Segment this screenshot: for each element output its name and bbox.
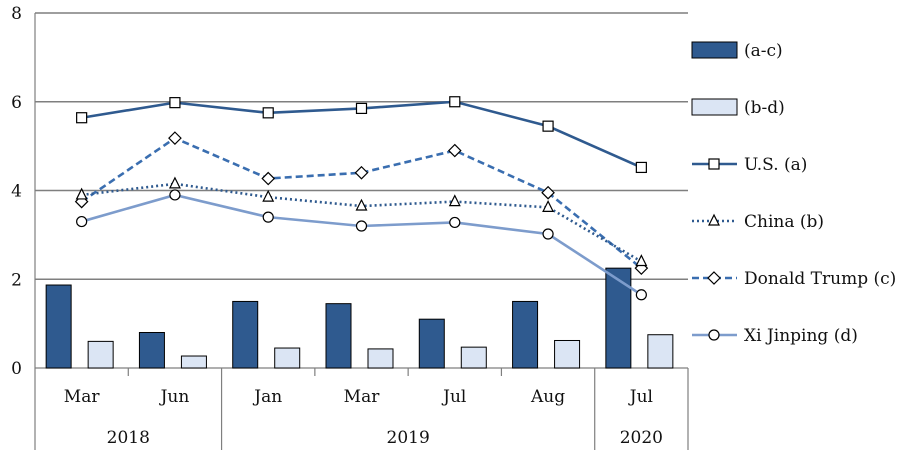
point-u-s-a <box>76 112 88 124</box>
legend-label-a-c: (a-c) <box>744 41 783 61</box>
legend-swatch-a-c <box>691 41 738 59</box>
point-donald-trump-c <box>541 185 555 200</box>
point-u-s-a <box>355 102 368 115</box>
y-tick-label-8: 8 <box>11 4 22 24</box>
bar-a-c <box>45 284 72 369</box>
point-u-s-a <box>635 161 647 174</box>
x-tick-label: Mar <box>64 387 101 407</box>
bar-b-d <box>87 340 114 369</box>
x-tick-label: Mar <box>344 387 381 407</box>
point-donald-trump-c <box>447 143 462 158</box>
point-xi-jinping-d <box>262 211 274 223</box>
year-label-2018: 2018 <box>107 428 150 448</box>
point-xi-jinping-d <box>355 220 368 232</box>
y-tick-label-4: 4 <box>11 182 22 202</box>
point-china-b <box>262 189 275 202</box>
bar-b-d <box>274 347 301 369</box>
bar-b-d <box>180 355 207 369</box>
point-china-b <box>448 194 461 207</box>
legend-label-china-b: China (b) <box>744 212 824 232</box>
bar-b-d <box>367 348 394 369</box>
year-label-2020: 2020 <box>620 428 663 448</box>
bar-a-c <box>138 332 165 369</box>
x-tick-label: Jul <box>441 387 466 407</box>
y-tick-label-0: 0 <box>11 359 22 379</box>
bar-b-d <box>647 334 674 369</box>
point-china-b <box>542 200 555 212</box>
point-u-s-a <box>542 120 554 132</box>
legend-label-u-s-a: U.S. (a) <box>744 155 807 175</box>
y-tick-label-2: 2 <box>11 270 22 290</box>
bar-a-c <box>512 300 539 369</box>
y-tick-label-6: 6 <box>11 93 22 113</box>
legend-label-donald-trump-c: Donald Trump (c) <box>744 269 896 289</box>
bar-a-c <box>418 318 445 369</box>
point-xi-jinping-d <box>449 216 461 229</box>
point-u-s-a <box>169 97 181 109</box>
point-china-b <box>75 187 88 200</box>
point-u-s-a <box>262 107 274 119</box>
legend-marker-donald-trump-c <box>707 271 721 285</box>
legend-marker-xi-jinping-d <box>708 329 720 341</box>
bar-a-c <box>605 267 632 369</box>
x-tick-label: Aug <box>530 387 565 407</box>
bar-b-d <box>554 339 581 369</box>
x-tick-label: Jan <box>252 387 282 407</box>
point-donald-trump-c <box>354 165 369 180</box>
legend-label-xi-jinping-d: Xi Jinping (d) <box>744 326 858 346</box>
bar-a-c <box>325 303 352 369</box>
point-xi-jinping-d <box>635 289 647 301</box>
point-u-s-a <box>449 96 461 108</box>
bar-b-d <box>460 346 487 369</box>
point-xi-jinping-d <box>542 228 554 240</box>
point-china-b <box>635 254 648 267</box>
year-label-2019: 2019 <box>387 428 430 448</box>
point-xi-jinping-d <box>76 215 88 228</box>
x-tick-label: Jun <box>159 387 190 407</box>
point-donald-trump-c <box>261 171 276 186</box>
point-donald-trump-c <box>168 131 182 145</box>
point-xi-jinping-d <box>169 189 181 201</box>
bar-a-c <box>232 300 259 369</box>
legend-label-b-d: (b-d) <box>744 98 785 118</box>
x-tick-label: Jul <box>628 387 653 407</box>
point-china-b <box>168 176 181 189</box>
legend-marker-china-b <box>708 213 720 226</box>
legend-swatch-b-d <box>691 98 738 116</box>
point-china-b <box>355 198 368 211</box>
legend-marker-u-s-a <box>708 158 720 170</box>
